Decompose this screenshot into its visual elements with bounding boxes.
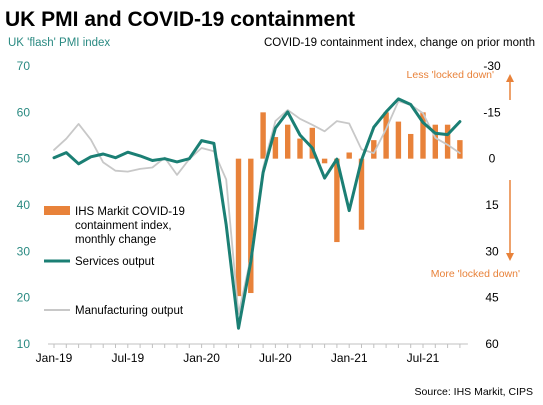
- containment-bar: [260, 112, 266, 159]
- containment-bar: [235, 158, 242, 297]
- less-locked-down-annotation: Less 'locked down': [407, 69, 514, 100]
- containment-bar: [371, 140, 377, 159]
- x-tick-label: Jan-21: [331, 351, 368, 365]
- containment-bar: [297, 138, 303, 159]
- containment-bar: [432, 124, 438, 159]
- legend-label-manufacturing: Manufacturing output: [75, 305, 184, 317]
- x-tick-label: Jul-20: [259, 351, 292, 365]
- right-tick-label: 30: [485, 244, 499, 258]
- annotation-up: Less 'locked down': [407, 69, 494, 81]
- left-tick-label: 30: [17, 244, 31, 258]
- bar-series: [235, 112, 463, 297]
- containment-bar: [346, 152, 352, 159]
- x-tick-label: Jan-20: [183, 351, 220, 365]
- containment-bar: [358, 158, 365, 230]
- containment-bar: [272, 137, 279, 159]
- line-series: [52, 97, 462, 330]
- right-tick-label: 45: [485, 291, 499, 305]
- left-axis-label: UK 'flash' PMI index: [8, 37, 110, 49]
- containment-bar: [444, 124, 451, 159]
- containment-bar: [321, 158, 328, 164]
- containment-bar: [420, 112, 426, 159]
- services-output-line: [52, 97, 462, 330]
- source-note: Source: IHS Markit, CIPS: [415, 386, 533, 398]
- left-tick-label: 40: [17, 198, 31, 212]
- x-axis: Jan-19 Jul-19 Jan-20 Jul-20 Jan-21 Jul-21: [36, 343, 468, 365]
- left-tick-label: 20: [17, 291, 31, 305]
- left-tick-label: 50: [17, 152, 31, 166]
- right-tick-label: -30: [483, 59, 501, 73]
- containment-bar: [309, 127, 315, 159]
- left-axis: 70 60 50 40 30 20 10: [17, 59, 31, 351]
- legend-swatch-containment: [44, 206, 70, 215]
- left-tick-label: 10: [17, 337, 31, 351]
- right-tick-label: 15: [485, 198, 499, 212]
- right-axis: -30 -15 0 15 30 45 60: [483, 59, 501, 351]
- containment-bar: [457, 140, 463, 159]
- right-tick-label: 0: [489, 152, 496, 166]
- up-arrow-icon: [506, 74, 514, 82]
- containment-bar: [395, 121, 402, 159]
- down-arrow-icon: [506, 253, 514, 261]
- right-tick-label: 60: [485, 337, 499, 351]
- legend: IHS Markit COVID-19 containment index, m…: [44, 206, 188, 317]
- right-axis-label: COVID-19 containment index, change on pr…: [264, 37, 535, 49]
- left-tick-label: 60: [17, 105, 31, 119]
- x-tick-label: Jan-19: [36, 351, 73, 365]
- x-tick-label: Jul-21: [407, 351, 440, 365]
- containment-bar: [408, 133, 414, 159]
- right-tick-label: -15: [483, 105, 501, 119]
- left-tick-label: 70: [17, 59, 31, 73]
- chart-title: UK PMI and COVID-19 containment: [5, 8, 355, 31]
- containment-bar: [383, 112, 389, 159]
- legend-label-containment: IHS Markit COVID-19 containment index, m…: [75, 206, 188, 246]
- annotation-down: More 'locked down': [431, 268, 520, 280]
- containment-bar: [248, 158, 254, 294]
- containment-bar: [285, 124, 291, 159]
- more-locked-down-annotation: More 'locked down': [431, 180, 520, 280]
- containment-bar: [334, 158, 340, 243]
- legend-label-services: Services output: [75, 256, 155, 268]
- x-tick-label: Jul-19: [111, 351, 144, 365]
